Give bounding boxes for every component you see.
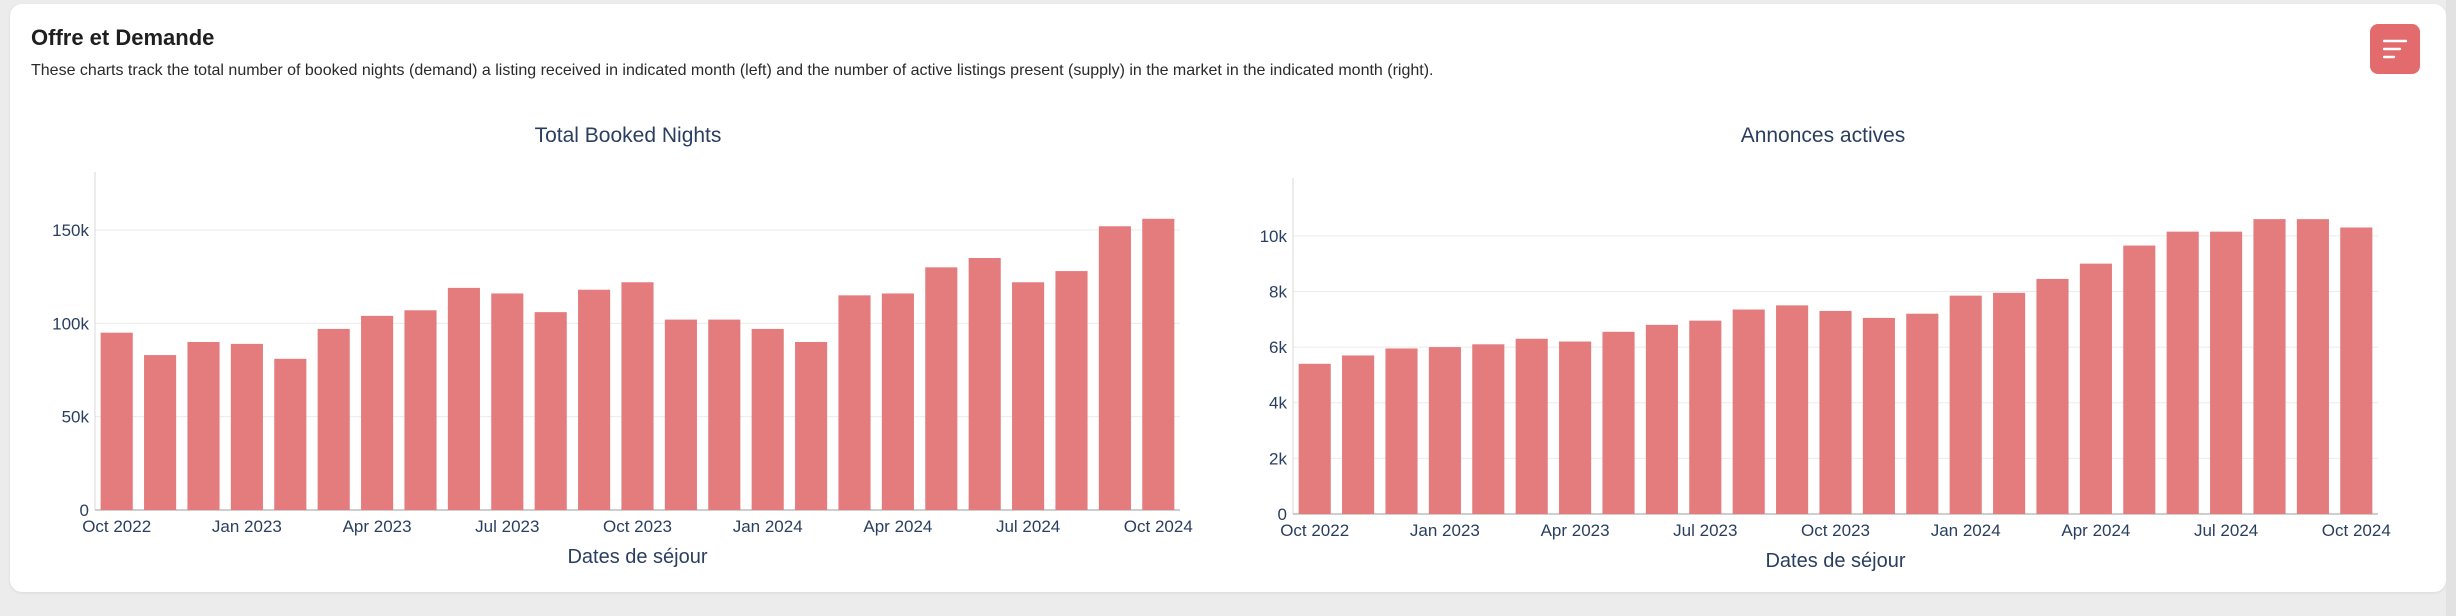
section-title: Offre et Demande	[31, 25, 215, 50]
x-tick-label: Oct 2022	[82, 517, 151, 536]
bar[interactable]	[2166, 231, 2199, 515]
x-tick-label: Apr 2023	[1541, 521, 1610, 540]
x-tick-label: Apr 2023	[343, 517, 412, 536]
x-tick-label: Oct 2023	[1801, 521, 1870, 540]
x-tick-label: Jan 2024	[733, 517, 803, 536]
chart-title: Total Booked Nights	[535, 124, 722, 147]
bar[interactable]	[404, 310, 437, 510]
x-tick-label: Jan 2023	[212, 517, 282, 536]
bar[interactable]	[751, 328, 784, 510]
x-axis-label: Dates de séjour	[1765, 550, 1905, 572]
bar[interactable]	[317, 328, 350, 510]
bar[interactable]	[491, 293, 524, 510]
bar[interactable]	[2340, 227, 2373, 515]
bar[interactable]	[578, 289, 611, 510]
bar[interactable]	[795, 342, 828, 510]
filter-lines-icon	[2383, 39, 2407, 59]
x-tick-label: Jan 2024	[1931, 521, 2001, 540]
bar[interactable]	[968, 258, 1001, 510]
bar[interactable]	[621, 282, 654, 510]
bar[interactable]	[1055, 271, 1088, 510]
bar[interactable]	[2253, 219, 2286, 515]
y-tick-label: 50k	[62, 408, 90, 427]
x-tick-label: Apr 2024	[863, 517, 932, 536]
bar[interactable]	[1602, 331, 1635, 514]
bar[interactable]	[708, 319, 741, 510]
bar[interactable]	[1949, 295, 1982, 514]
x-tick-label: Oct 2023	[603, 517, 672, 536]
x-tick-label: Oct 2022	[1280, 521, 1349, 540]
bar[interactable]	[1819, 310, 1852, 514]
bar[interactable]	[144, 355, 177, 510]
x-tick-label: Oct 2024	[2322, 521, 2391, 540]
x-tick-label: Jul 2024	[2194, 521, 2258, 540]
bar[interactable]	[1515, 338, 1548, 514]
bar[interactable]	[100, 332, 133, 510]
bar[interactable]	[664, 319, 697, 510]
x-tick-label: Oct 2024	[1124, 517, 1193, 536]
bar[interactable]	[925, 267, 958, 510]
y-tick-label: 6k	[1269, 338, 1287, 357]
bar[interactable]	[1862, 317, 1895, 514]
bar[interactable]	[534, 312, 567, 510]
bar[interactable]	[881, 293, 914, 510]
bar[interactable]	[2296, 219, 2329, 515]
y-tick-label: 8k	[1269, 282, 1287, 301]
bar[interactable]	[1906, 313, 1939, 514]
chart-title: Annonces actives	[1741, 124, 1906, 147]
bar[interactable]	[1342, 355, 1375, 514]
x-tick-label: Jul 2023	[475, 517, 539, 536]
bar[interactable]	[2210, 231, 2243, 515]
bar[interactable]	[1012, 282, 1045, 510]
bar[interactable]	[1142, 218, 1175, 511]
bar[interactable]	[1298, 363, 1331, 514]
bar[interactable]	[187, 342, 220, 510]
bar[interactable]	[1559, 341, 1592, 514]
y-tick-label: 2k	[1269, 449, 1287, 468]
x-tick-label: Jul 2024	[996, 517, 1060, 536]
bar[interactable]	[2079, 263, 2112, 514]
bar[interactable]	[1645, 324, 1678, 514]
y-tick-label: 0	[1278, 505, 1287, 524]
bar[interactable]	[230, 343, 263, 510]
bar[interactable]	[1098, 226, 1131, 510]
x-tick-label: Apr 2024	[2061, 521, 2130, 540]
section-description: These charts track the total number of b…	[31, 62, 1434, 79]
bar[interactable]	[1689, 320, 1722, 514]
bar[interactable]	[1993, 292, 2026, 514]
bar[interactable]	[1776, 305, 1809, 514]
bar[interactable]	[1472, 344, 1505, 514]
y-tick-label: 4k	[1269, 394, 1287, 413]
y-tick-label: 10k	[1260, 227, 1288, 246]
bar[interactable]	[1385, 348, 1418, 514]
y-tick-label: 0	[80, 501, 89, 520]
y-tick-label: 150k	[52, 221, 89, 240]
bar[interactable]	[2123, 245, 2156, 514]
bar[interactable]	[1732, 309, 1765, 514]
bar[interactable]	[2036, 278, 2069, 514]
filter-button[interactable]	[2370, 24, 2420, 74]
bar[interactable]	[1428, 347, 1461, 514]
x-tick-label: Jul 2023	[1673, 521, 1737, 540]
bar[interactable]	[274, 358, 307, 510]
side-scroll-strip	[2446, 0, 2456, 616]
x-tick-label: Jan 2023	[1410, 521, 1480, 540]
y-tick-label: 100k	[52, 314, 89, 333]
x-axis-label: Dates de séjour	[567, 546, 707, 568]
bar[interactable]	[838, 295, 871, 510]
bar[interactable]	[361, 315, 394, 510]
booked-nights-chart: 0 50k 100k 150k Oct 2022 Jan 2023 Apr 2023 Jul …	[52, 124, 1193, 568]
bar[interactable]	[447, 287, 480, 510]
